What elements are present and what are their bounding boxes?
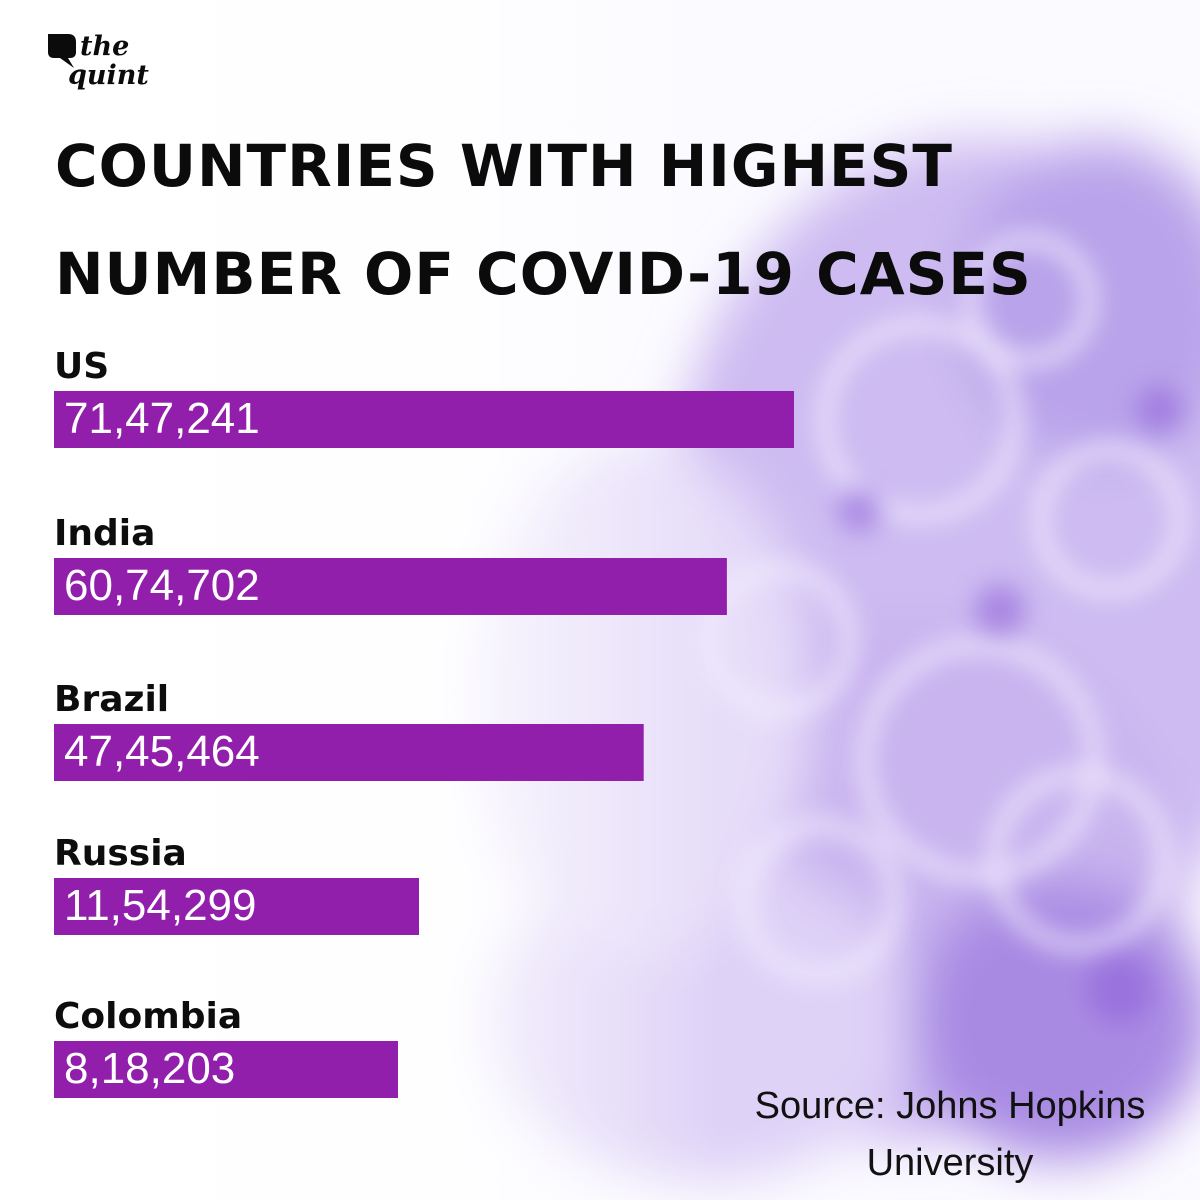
value-label-us: 71,47,241	[64, 394, 260, 443]
value-label-india: 60,74,702	[64, 561, 260, 610]
value-label-brazil: 47,45,464	[64, 727, 260, 776]
value-label-russia: 11,54,299	[64, 881, 256, 930]
title-line-1: COUNTRIES WITH HIGHEST	[55, 132, 953, 200]
the-quint-logo: the quint	[48, 31, 149, 91]
category-label-india: India	[54, 513, 155, 554]
speech-bubble-icon	[48, 34, 76, 68]
category-label-colombia: Colombia	[54, 996, 242, 1037]
value-label-colombia: 8,18,203	[64, 1044, 235, 1093]
bar-russia	[54, 878, 419, 935]
bar-india	[54, 558, 727, 615]
bar-brazil	[54, 724, 644, 781]
source-line-1: Source: Johns Hopkins	[754, 1085, 1146, 1127]
bar-us	[54, 391, 794, 448]
source-line-2: University	[866, 1142, 1034, 1184]
category-label-us: US	[54, 346, 109, 387]
title-line-2: NUMBER OF COVID-19 CASES	[55, 240, 1032, 308]
category-label-russia: Russia	[54, 833, 187, 874]
bars-group: US 71,47,241 India 60,74,702 Brazil 47,45,464…	[54, 346, 794, 1098]
page-title: COUNTRIES WITH HIGHEST NUMBER OF COVID-1…	[55, 112, 1175, 328]
bar-colombia	[54, 1041, 398, 1098]
category-label-brazil: Brazil	[54, 679, 169, 720]
logo-word-the: the	[80, 31, 129, 62]
source-credit: Source: Johns Hopkins University	[700, 1078, 1200, 1192]
logo-word-quint: quint	[68, 60, 149, 91]
